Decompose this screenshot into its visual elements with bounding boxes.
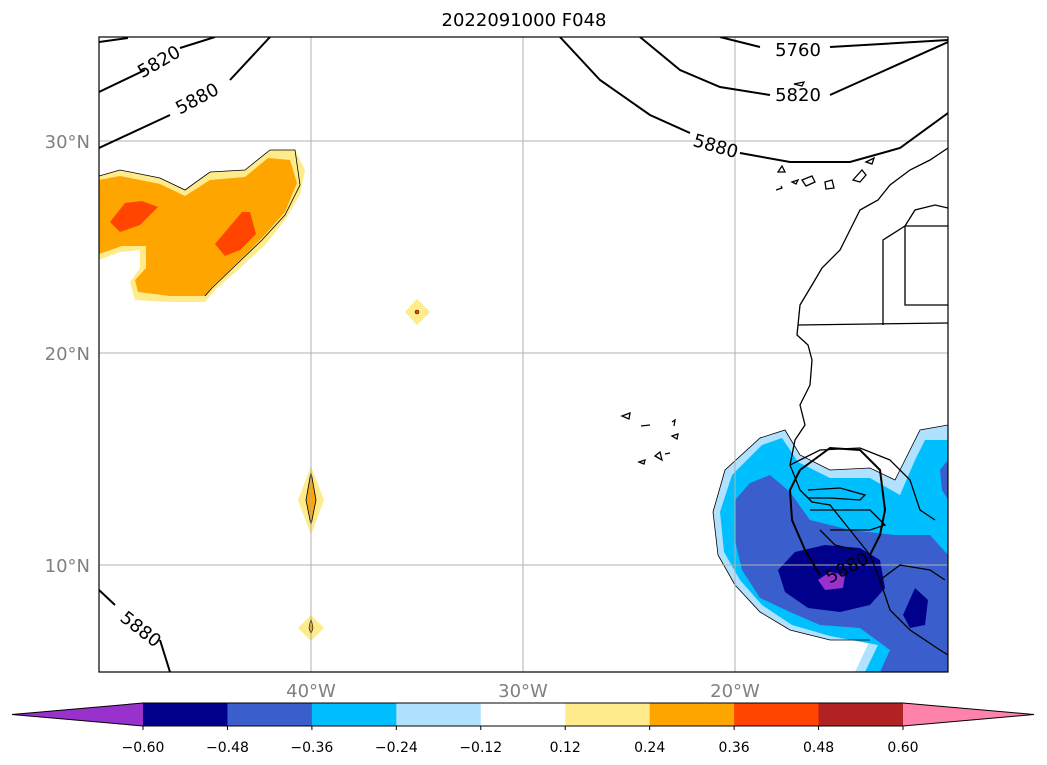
negative-anomaly-region — [712, 424, 948, 672]
colorbar-tick-label: 0.60 — [887, 740, 918, 756]
lon-label-40w: 40°W — [286, 681, 336, 702]
coastlines — [620, 81, 948, 656]
lat-label-10n: 10°N — [45, 556, 90, 577]
figure-title: 2022091000 F048 — [442, 10, 607, 31]
lat-label-20n: 20°N — [45, 344, 90, 365]
map-plot-area — [99, 37, 948, 672]
colorbar-segment — [227, 703, 313, 726]
colorbar-tick-label: 0.48 — [803, 740, 834, 756]
colorbar-segment — [734, 703, 820, 726]
colorbar-segment — [565, 703, 651, 726]
contour-label: 5760 — [775, 40, 821, 61]
lat-label-30n: 30°N — [45, 132, 90, 153]
colorbar: −0.60 −0.48 −0.36 −0.24 −0.12 0.12 0.24 0.36 0.4… — [11, 702, 1035, 756]
colorbar-segment — [143, 703, 228, 726]
lon-label-20w: 20°W — [710, 681, 760, 702]
colorbar-segment — [311, 703, 397, 726]
lon-label-30w: 30°W — [498, 681, 548, 702]
colorbar-tick-label: 0.36 — [719, 740, 750, 756]
colorbar-segment — [818, 703, 904, 726]
colorbar-tick-label: −0.48 — [206, 740, 249, 756]
colorbar-tick-label: 0.24 — [634, 740, 665, 756]
colorbar-segment — [480, 703, 566, 726]
contour-label: 5820 — [775, 85, 821, 106]
colorbar-tick-label: −0.60 — [122, 740, 165, 756]
colorbar-tick-label: −0.36 — [290, 740, 333, 756]
height-contours — [99, 37, 948, 672]
colorbar-extend-low — [12, 703, 143, 726]
colorbar-extend-high — [903, 703, 1034, 726]
colorbar-segment — [649, 703, 735, 726]
colorbar-tick-label: −0.12 — [459, 740, 502, 756]
colorbar-segment — [396, 703, 482, 726]
plot-frame — [98, 36, 949, 673]
colorbar-tick-label: 0.12 — [550, 740, 581, 756]
colorbar-tick-label: −0.24 — [375, 740, 418, 756]
gridlines — [99, 37, 948, 672]
positive-anomaly-region — [99, 149, 430, 641]
